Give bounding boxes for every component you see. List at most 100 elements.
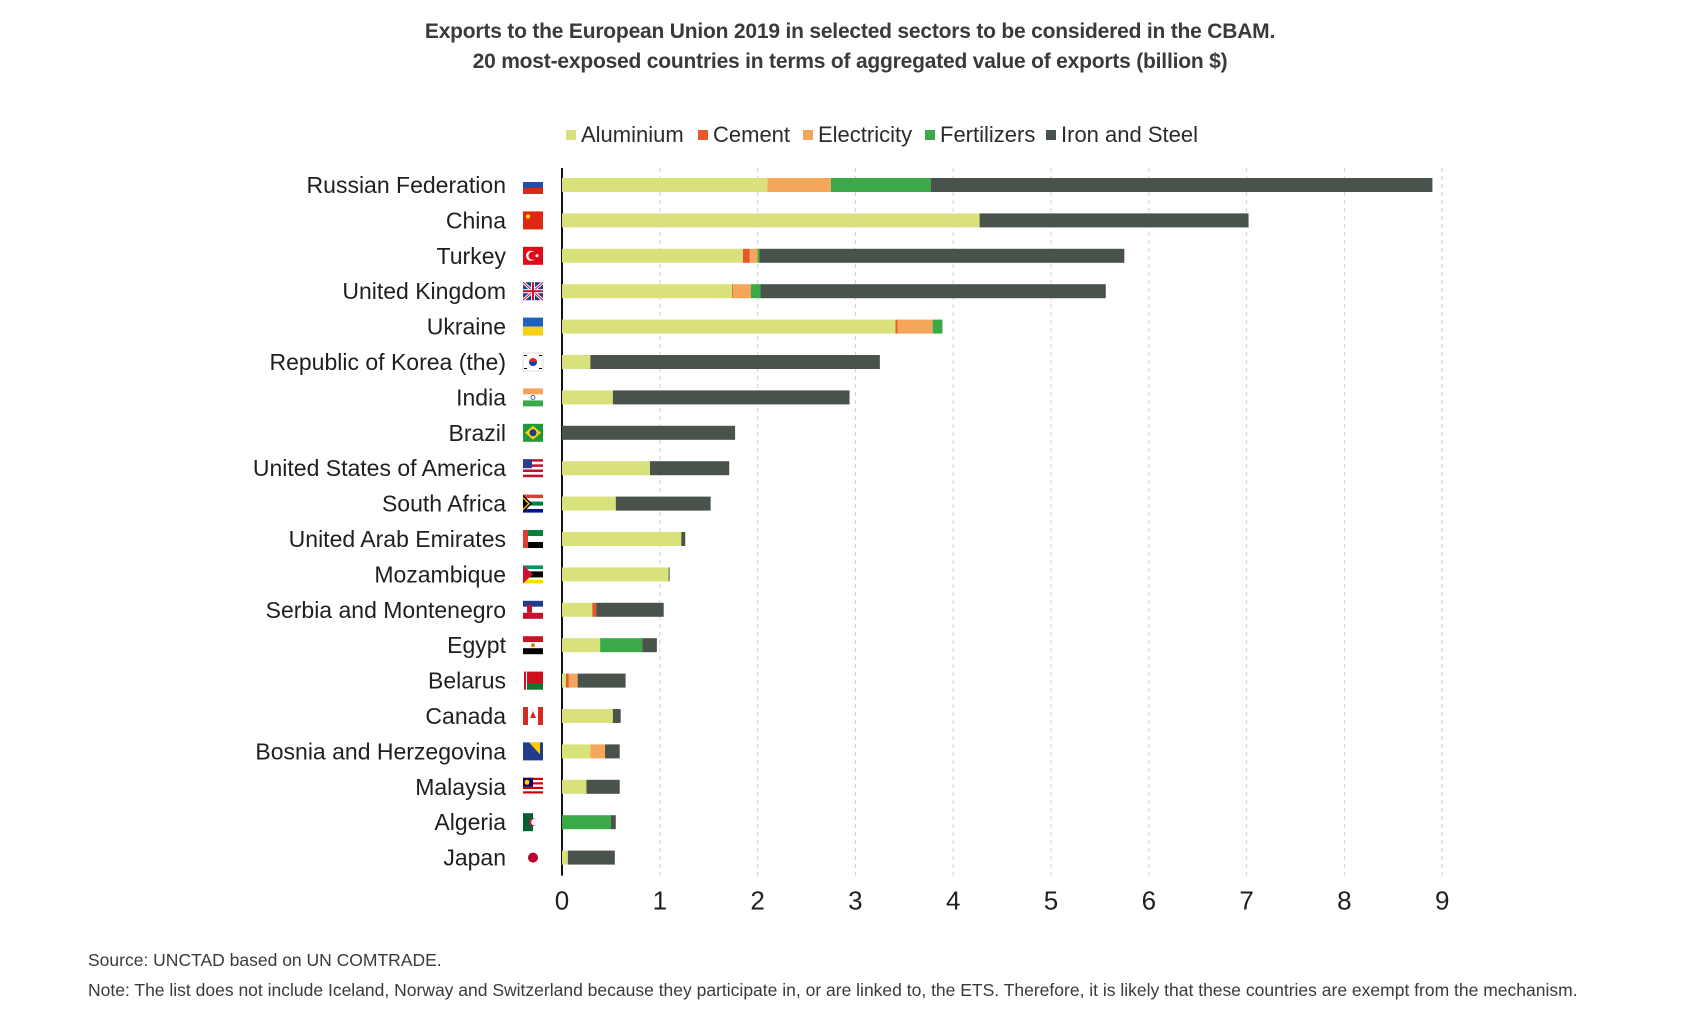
chart-subtitle: 20 most-exposed countries in terms of ag… xyxy=(472,50,1228,73)
flag-icon xyxy=(523,176,543,194)
x-tick-label: 4 xyxy=(946,886,960,916)
category-label: Belarus xyxy=(428,668,506,694)
bar-segment xyxy=(586,779,620,794)
flag-icon xyxy=(523,459,543,478)
category-label: Malaysia xyxy=(415,774,506,800)
bar-segment xyxy=(668,567,670,582)
category-label: India xyxy=(456,384,506,410)
bar-row xyxy=(562,284,1106,299)
bar-segment xyxy=(733,284,751,299)
bar-segment xyxy=(759,248,1125,263)
bar-segment xyxy=(562,248,743,263)
legend: Aluminium Cement Electricity Fertilizers Iro… xyxy=(566,122,1198,147)
bar-segment xyxy=(610,815,616,830)
bar-row xyxy=(562,213,1249,228)
category-label: Bosnia and Herzegovina xyxy=(255,738,506,764)
x-tick-label: 5 xyxy=(1044,886,1058,916)
bar-segment xyxy=(562,319,896,334)
flag-icon xyxy=(523,246,543,265)
category-label: Algeria xyxy=(434,809,506,835)
bar-segment xyxy=(979,213,1249,228)
legend-label: Electricity xyxy=(818,122,912,147)
bar-segment xyxy=(596,602,664,617)
category-label: United Arab Emirates xyxy=(289,526,506,552)
bar-segment xyxy=(830,178,931,192)
bar-segment xyxy=(568,673,578,688)
bar-row xyxy=(562,638,657,653)
bar-segment xyxy=(932,319,943,334)
bar-segment xyxy=(767,178,831,192)
bar-segment xyxy=(562,673,566,688)
bar-segment xyxy=(757,248,760,263)
bar-segment xyxy=(562,779,587,794)
bar-row xyxy=(562,319,943,334)
category-label: United States of America xyxy=(253,455,506,481)
bar-segment xyxy=(590,355,880,369)
bar-segment xyxy=(600,638,643,653)
bar-row xyxy=(562,425,736,440)
legend-swatch xyxy=(566,130,576,140)
x-axis-ticks: 0 1 2 3 4 5 6 7 8 9 xyxy=(555,886,1450,916)
bar-segment xyxy=(895,319,898,334)
bar-row xyxy=(562,673,626,688)
bar-segment xyxy=(562,178,768,192)
bar-segment xyxy=(749,248,758,263)
bar-segment xyxy=(612,390,850,405)
footnote: Note: The list does not include Iceland,… xyxy=(88,980,1578,1000)
bar-row xyxy=(562,532,686,546)
category-label: China xyxy=(446,207,506,233)
category-label: Serbia and Montenegro xyxy=(266,597,506,623)
legend-item: Electricity xyxy=(803,122,912,147)
bar-segment xyxy=(562,532,682,546)
flag-icon xyxy=(523,813,543,832)
category-label: Republic of Korea (the) xyxy=(269,349,506,375)
bar-row xyxy=(562,744,620,759)
bar-row xyxy=(562,390,850,405)
bar-segment xyxy=(562,744,591,759)
bar-segment xyxy=(565,673,569,688)
legend-swatch xyxy=(698,130,708,140)
bar-segment xyxy=(750,284,761,299)
category-label: Ukraine xyxy=(427,314,506,340)
legend-label: Iron and Steel xyxy=(1061,122,1198,147)
legend-item: Fertilizers xyxy=(925,122,1035,147)
bar-segment xyxy=(567,850,615,865)
source-note: Source: UNCTAD based on UN COMTRADE. xyxy=(88,950,442,970)
legend-item: Iron and Steel xyxy=(1046,122,1198,147)
flag-icon xyxy=(523,636,543,655)
x-tick-label: 1 xyxy=(653,886,667,916)
category-label: United Kingdom xyxy=(342,278,506,304)
flag-icon xyxy=(523,671,543,690)
legend-item: Aluminium xyxy=(566,122,684,147)
chart-title: Exports to the European Union 2019 in se… xyxy=(424,20,1276,43)
bar-segment xyxy=(562,850,568,865)
flag-icon xyxy=(521,281,545,302)
bar-segment xyxy=(562,355,591,369)
bar-segment xyxy=(605,744,620,759)
bar-row xyxy=(562,850,615,865)
flag-icon xyxy=(523,530,543,548)
bar-segment xyxy=(562,567,669,582)
category-label: Mozambique xyxy=(374,561,506,587)
bar-segment xyxy=(897,319,933,334)
flag-icon xyxy=(522,352,544,372)
flag-icon xyxy=(523,600,543,619)
bar-row xyxy=(562,709,621,723)
bar-row xyxy=(562,815,616,830)
bar-segment xyxy=(732,284,734,299)
flag-icon xyxy=(523,707,543,725)
category-label: Egypt xyxy=(447,632,506,658)
bar-row xyxy=(562,602,664,617)
bar-row xyxy=(562,779,620,794)
flag-icon xyxy=(522,494,543,513)
bar-segment xyxy=(562,815,611,830)
bar-row xyxy=(562,355,880,369)
grid xyxy=(561,168,1443,876)
bar-row xyxy=(562,248,1125,263)
x-tick-label: 0 xyxy=(555,886,569,916)
bar-row xyxy=(562,461,730,476)
flag-icon xyxy=(523,848,543,867)
bar-row xyxy=(562,567,670,582)
legend-swatch xyxy=(1046,130,1056,140)
bar-segment xyxy=(760,284,1106,299)
